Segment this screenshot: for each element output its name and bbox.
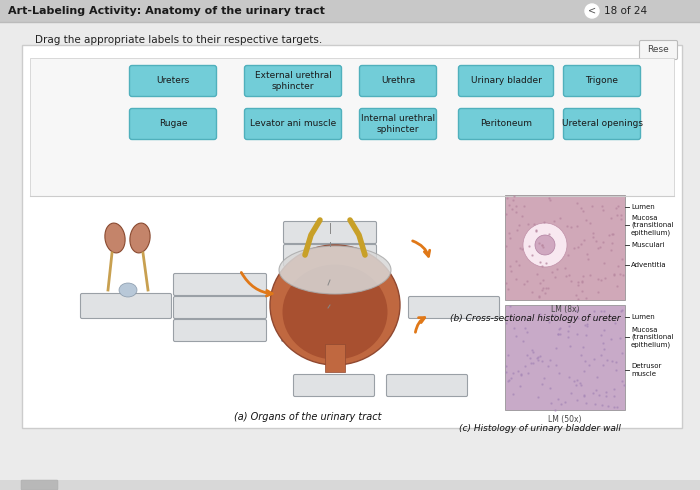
FancyBboxPatch shape [386,374,468,396]
FancyBboxPatch shape [564,66,640,97]
Text: Lumen: Lumen [631,314,655,320]
FancyBboxPatch shape [130,66,216,97]
FancyBboxPatch shape [21,480,58,490]
Text: Levator ani muscle: Levator ani muscle [250,120,336,128]
Text: (a) Organs of the urinary tract: (a) Organs of the urinary tract [234,412,382,422]
Text: Musculari: Musculari [631,242,664,248]
FancyBboxPatch shape [325,344,345,372]
Text: Rese: Rese [647,46,669,54]
FancyBboxPatch shape [130,108,216,140]
Ellipse shape [270,245,400,365]
Text: External urethral
sphincter: External urethral sphincter [255,71,331,91]
Text: Internal urethral
sphincter: Internal urethral sphincter [361,114,435,134]
FancyBboxPatch shape [0,480,700,490]
FancyBboxPatch shape [564,108,640,140]
Text: (b) Cross-sectional histology of ureter: (b) Cross-sectional histology of ureter [449,314,620,323]
Text: Adventitia: Adventitia [631,262,666,268]
FancyBboxPatch shape [174,296,267,318]
Ellipse shape [283,265,388,360]
Circle shape [535,235,555,255]
FancyBboxPatch shape [409,296,500,318]
Text: Ureteral openings: Ureteral openings [561,120,643,128]
FancyBboxPatch shape [174,319,267,342]
Text: Ureters: Ureters [156,76,190,85]
Ellipse shape [279,246,391,294]
Text: LM (8x): LM (8x) [551,305,580,314]
Text: Lumen: Lumen [631,204,655,210]
Text: 18 of 24: 18 of 24 [604,6,647,16]
Circle shape [523,223,567,267]
Ellipse shape [105,223,125,253]
FancyBboxPatch shape [281,296,375,318]
FancyBboxPatch shape [174,273,267,295]
FancyBboxPatch shape [458,108,554,140]
FancyBboxPatch shape [281,273,375,295]
FancyBboxPatch shape [244,108,342,140]
Text: Mucosa
(transitional
epithelium): Mucosa (transitional epithelium) [631,326,673,347]
Text: <: < [588,6,596,16]
Text: Art-Labeling Activity: Anatomy of the urinary tract: Art-Labeling Activity: Anatomy of the ur… [8,6,325,16]
FancyBboxPatch shape [244,66,342,97]
FancyBboxPatch shape [284,221,377,244]
FancyBboxPatch shape [30,58,674,196]
Circle shape [585,4,599,18]
Text: Urethra: Urethra [381,76,415,85]
FancyBboxPatch shape [505,305,625,410]
Text: Peritoneum: Peritoneum [480,120,532,128]
FancyBboxPatch shape [505,195,625,300]
Text: Rugae: Rugae [159,120,188,128]
Text: Urinary bladder: Urinary bladder [470,76,541,85]
FancyBboxPatch shape [284,245,377,267]
Text: LM (50x): LM (50x) [548,415,582,424]
FancyBboxPatch shape [640,41,678,59]
Text: (c) Histology of urinary bladder wall: (c) Histology of urinary bladder wall [459,424,621,433]
Text: Drag the appropriate labels to their respective targets.: Drag the appropriate labels to their res… [35,35,322,45]
FancyBboxPatch shape [360,108,437,140]
FancyBboxPatch shape [80,294,172,318]
FancyBboxPatch shape [458,66,554,97]
FancyBboxPatch shape [360,66,437,97]
Text: Mucosa
(transitional
epithelium): Mucosa (transitional epithelium) [631,215,673,236]
Ellipse shape [130,223,150,253]
FancyBboxPatch shape [293,374,375,396]
Text: Trigone: Trigone [585,76,619,85]
FancyBboxPatch shape [22,45,682,428]
FancyBboxPatch shape [281,319,375,342]
FancyBboxPatch shape [0,0,700,22]
Ellipse shape [119,283,137,297]
Text: Detrusor
muscle: Detrusor muscle [631,364,662,376]
FancyBboxPatch shape [30,198,674,426]
FancyBboxPatch shape [0,22,700,490]
